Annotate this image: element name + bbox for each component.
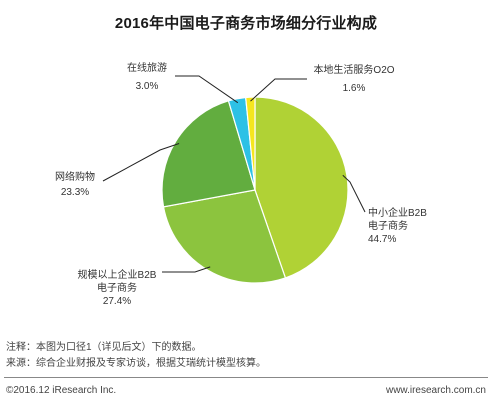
footer-copyright: ©2016.12 iResearch Inc. bbox=[6, 385, 117, 396]
chart-note: 注释：本图为口径1（详见后文）下的数据。 bbox=[6, 342, 202, 353]
leader-lines bbox=[102, 75, 366, 273]
footer-website: www.iresearch.com.cn bbox=[385, 385, 486, 396]
slice-value-0: 44.7% bbox=[368, 234, 396, 245]
pie-slices bbox=[161, 96, 349, 284]
slice-name-0: 电子商务 bbox=[368, 219, 408, 232]
pie-slice-0 bbox=[254, 96, 349, 279]
slice-value-4: 1.6% bbox=[343, 83, 366, 94]
leader-line-4 bbox=[250, 78, 307, 102]
slice-name-1: 规模以上企业B2B bbox=[78, 268, 157, 281]
slice-label-1: 规模以上企业B2B 电子商务 27.4% bbox=[78, 268, 157, 307]
slice-value-1: 27.4% bbox=[103, 296, 131, 307]
pie-slice-1 bbox=[162, 189, 287, 284]
leader-line-2 bbox=[102, 143, 180, 182]
slice-value-2: 23.3% bbox=[61, 187, 89, 198]
slice-name-0: 中小企业B2B bbox=[368, 206, 427, 219]
pie-slice-2 bbox=[161, 100, 256, 208]
slice-name-4: 本地生活服务O2O bbox=[313, 63, 394, 76]
chart-source: 来源：综合企业财报及专家访谈，根据艾瑞统计模型核算。 bbox=[6, 358, 266, 369]
slice-value-3: 3.0% bbox=[136, 81, 159, 92]
leader-line-1 bbox=[162, 266, 211, 273]
slice-label-4: 本地生活服务O2O 1.6% bbox=[313, 63, 394, 94]
slice-label-0: 中小企业B2B 电子商务 44.7% bbox=[368, 206, 427, 245]
footer-divider bbox=[4, 377, 488, 378]
slice-labels: 中小企业B2B 电子商务 44.7%规模以上企业B2B 电子商务 27.4%网络购物 23… bbox=[55, 61, 427, 307]
chart-title: 2016年中国电子商务市场细分行业构成 bbox=[114, 15, 378, 32]
slice-name-1: 电子商务 bbox=[97, 281, 137, 294]
slice-label-3: 在线旅游 3.0% bbox=[127, 61, 167, 92]
slice-label-2: 网络购物 23.3% bbox=[55, 170, 95, 198]
slice-name-2: 网络购物 bbox=[55, 170, 95, 183]
slice-name-3: 在线旅游 bbox=[127, 61, 167, 74]
leader-line-3 bbox=[175, 75, 239, 104]
leader-line-0 bbox=[342, 174, 366, 213]
